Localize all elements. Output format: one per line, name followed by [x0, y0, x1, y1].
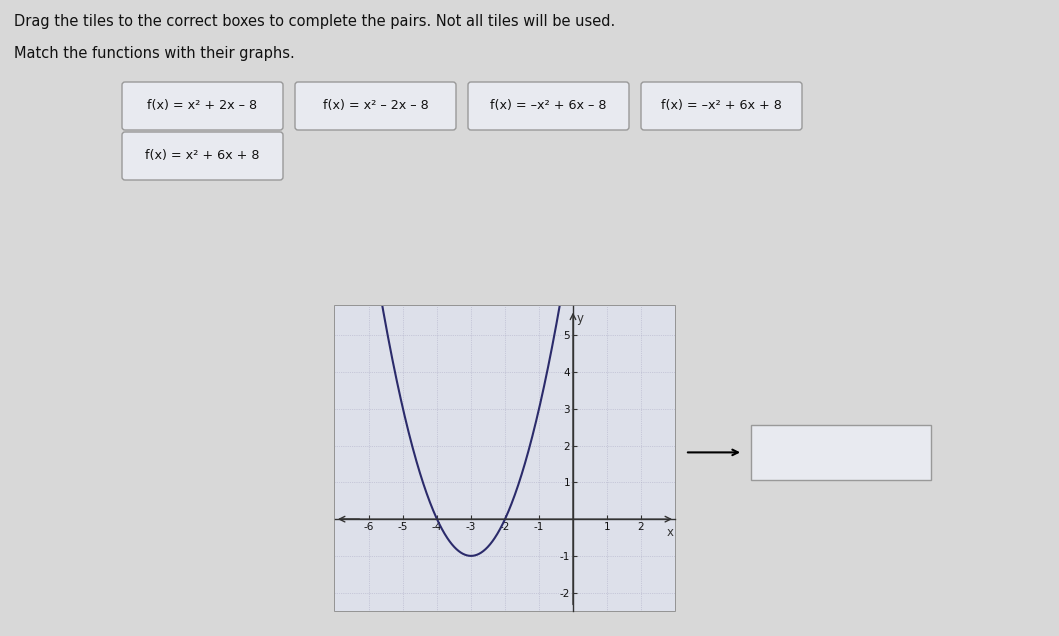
- Bar: [335, 306, 675, 611]
- Bar: [751, 425, 931, 480]
- Text: Match the functions with their graphs.: Match the functions with their graphs.: [14, 46, 294, 61]
- Text: f(x) = x² + 6x + 8: f(x) = x² + 6x + 8: [145, 149, 259, 163]
- FancyBboxPatch shape: [468, 82, 629, 130]
- FancyBboxPatch shape: [641, 82, 802, 130]
- Text: f(x) = x² + 2x – 8: f(x) = x² + 2x – 8: [147, 99, 257, 113]
- FancyBboxPatch shape: [122, 82, 283, 130]
- Text: f(x) = x² – 2x – 8: f(x) = x² – 2x – 8: [323, 99, 429, 113]
- FancyBboxPatch shape: [122, 132, 283, 180]
- Text: f(x) = –x² + 6x + 8: f(x) = –x² + 6x + 8: [661, 99, 782, 113]
- Text: y: y: [577, 312, 585, 324]
- Text: Drag the tiles to the correct boxes to complete the pairs. Not all tiles will be: Drag the tiles to the correct boxes to c…: [14, 14, 615, 29]
- FancyBboxPatch shape: [295, 82, 456, 130]
- Text: x: x: [666, 526, 674, 539]
- Text: f(x) = –x² + 6x – 8: f(x) = –x² + 6x – 8: [490, 99, 607, 113]
